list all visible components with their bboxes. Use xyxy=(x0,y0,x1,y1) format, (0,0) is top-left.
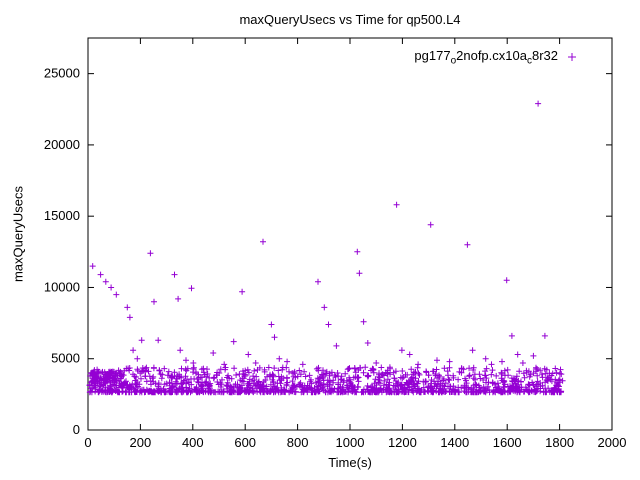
x-tick-label: 1000 xyxy=(336,435,365,450)
x-tick-label: 1400 xyxy=(440,435,469,450)
x-tick-label: 1600 xyxy=(493,435,522,450)
x-tick-label: 600 xyxy=(234,435,256,450)
y-tick-label: 0 xyxy=(73,422,80,437)
y-axis-label: maxQueryUsecs xyxy=(10,185,26,283)
x-axis-label: Time(s) xyxy=(328,455,372,470)
legend-label: pg177o2nofp.cx10ac8r32 xyxy=(414,48,558,67)
legend-text-part: 8r32 xyxy=(531,48,558,63)
scatter-points xyxy=(86,100,566,396)
x-tick-label: 1200 xyxy=(388,435,417,450)
x-tick-label: 400 xyxy=(182,435,204,450)
legend-text-part: pg177 xyxy=(414,48,451,63)
x-tick-label: 800 xyxy=(287,435,309,450)
x-tick-label: 2000 xyxy=(598,435,627,450)
x-tick-label: 0 xyxy=(84,435,91,450)
y-tick-label: 20000 xyxy=(44,137,80,152)
x-tick-label: 200 xyxy=(130,435,152,450)
legend-text-sub: c xyxy=(526,55,532,67)
legend-text-sub: o xyxy=(450,55,457,67)
y-tick-label: 25000 xyxy=(44,66,80,81)
x-tick-label: 1800 xyxy=(545,435,574,450)
y-tick-label: 15000 xyxy=(44,208,80,223)
y-tick-label: 10000 xyxy=(44,279,80,294)
legend-marker-icon xyxy=(568,53,576,61)
chart-title: maxQueryUsecs vs Time for qp500.L4 xyxy=(239,12,461,27)
y-tick-label: 5000 xyxy=(51,351,80,366)
legend-text-part: 2nofp.cx10a xyxy=(456,48,527,63)
